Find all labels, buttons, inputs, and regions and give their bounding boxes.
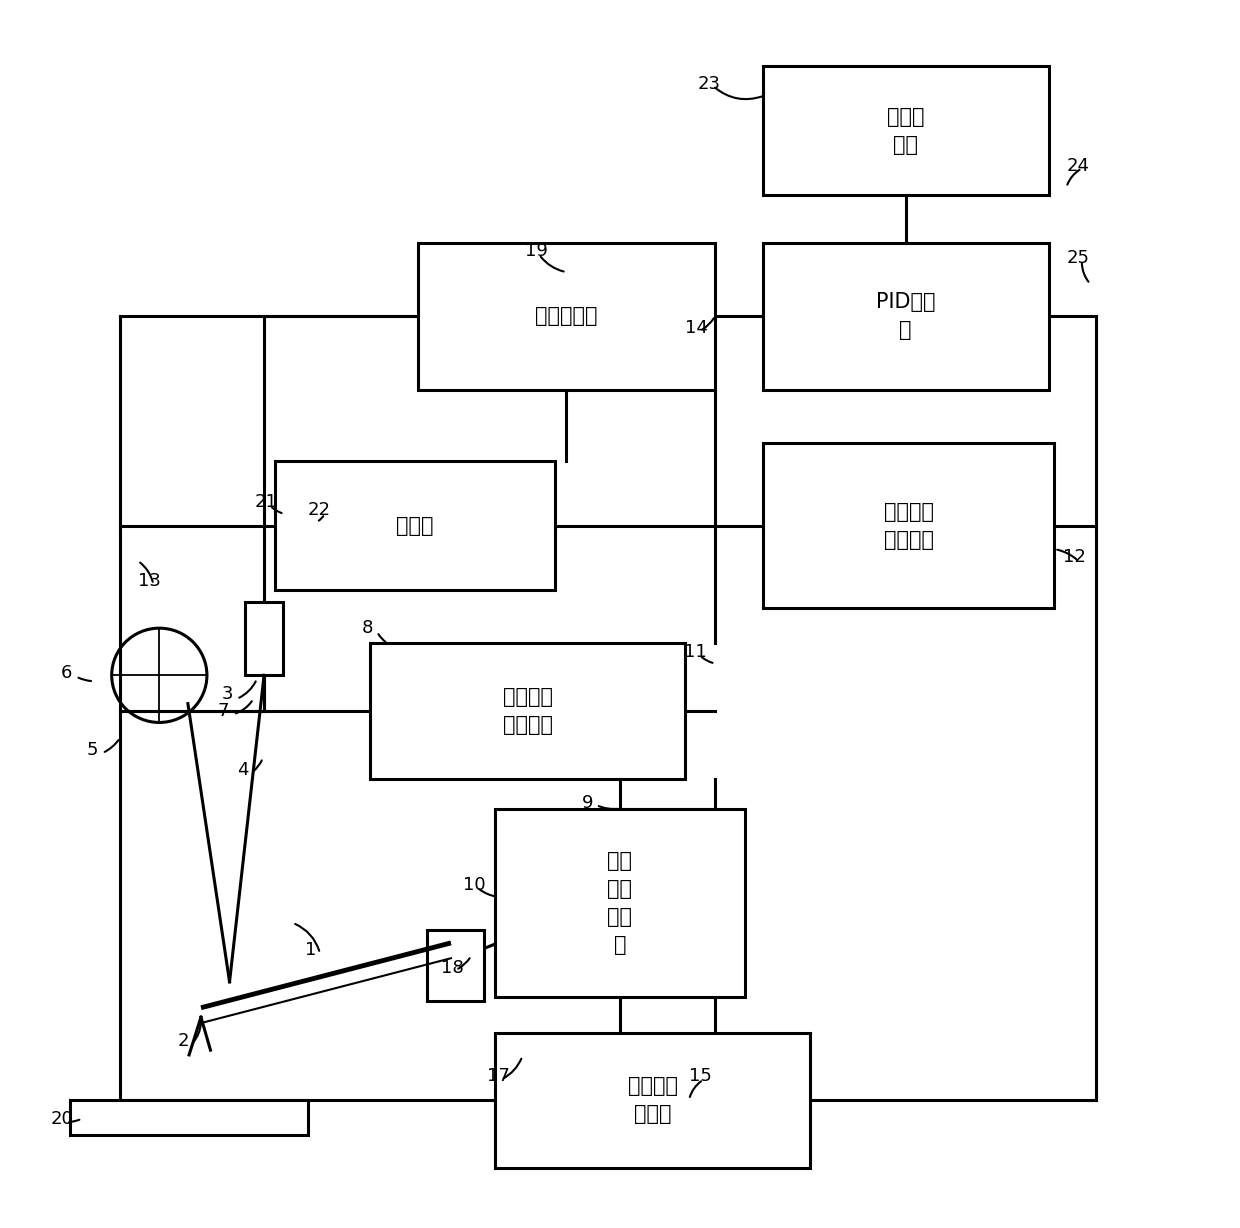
Text: 24: 24 [1066,157,1090,176]
Text: 18: 18 [441,959,464,976]
Text: 17: 17 [486,1067,510,1086]
Text: 扭转压电
控制器: 扭转压电 控制器 [627,1076,678,1125]
Text: 信号同步
获取模块: 信号同步 获取模块 [884,501,934,550]
FancyBboxPatch shape [495,1033,811,1168]
FancyBboxPatch shape [763,66,1049,195]
Text: 锁相放大器: 锁相放大器 [536,306,598,327]
Bar [69,1100,308,1135]
Text: 8: 8 [362,619,373,637]
Text: 22: 22 [308,501,331,519]
FancyBboxPatch shape [275,460,554,591]
Text: 4: 4 [237,760,248,779]
Text: 10: 10 [463,876,486,894]
Text: 锁相环: 锁相环 [396,516,434,535]
Text: 3: 3 [221,685,233,704]
Text: 2: 2 [177,1032,188,1050]
FancyBboxPatch shape [763,243,1049,391]
FancyBboxPatch shape [418,243,715,391]
Text: 12: 12 [1063,549,1086,566]
Text: 1: 1 [305,941,316,959]
FancyBboxPatch shape [495,808,745,997]
Text: PID控制
器: PID控制 器 [875,292,935,340]
Text: 14: 14 [686,318,708,336]
Text: 13: 13 [138,572,161,589]
Text: 纵向
压电
驱动
器: 纵向 压电 驱动 器 [608,851,632,955]
Text: 20: 20 [51,1110,73,1127]
Text: 25: 25 [1066,249,1090,266]
Text: 21: 21 [254,492,278,511]
Text: 23: 23 [697,75,720,92]
Bar [427,930,485,1001]
FancyBboxPatch shape [370,643,686,779]
Text: 7: 7 [218,701,229,720]
Bar [246,602,283,675]
FancyBboxPatch shape [763,443,1054,608]
Text: 5: 5 [87,740,98,759]
Text: 15: 15 [689,1067,712,1086]
Text: 19: 19 [525,242,548,260]
Text: 11: 11 [684,642,707,661]
Text: 6: 6 [61,664,72,682]
Text: 9: 9 [582,793,594,812]
Text: 峰值力轻
敲控制器: 峰值力轻 敲控制器 [502,688,553,736]
Text: 振幅设
定值: 振幅设 定值 [887,107,925,155]
